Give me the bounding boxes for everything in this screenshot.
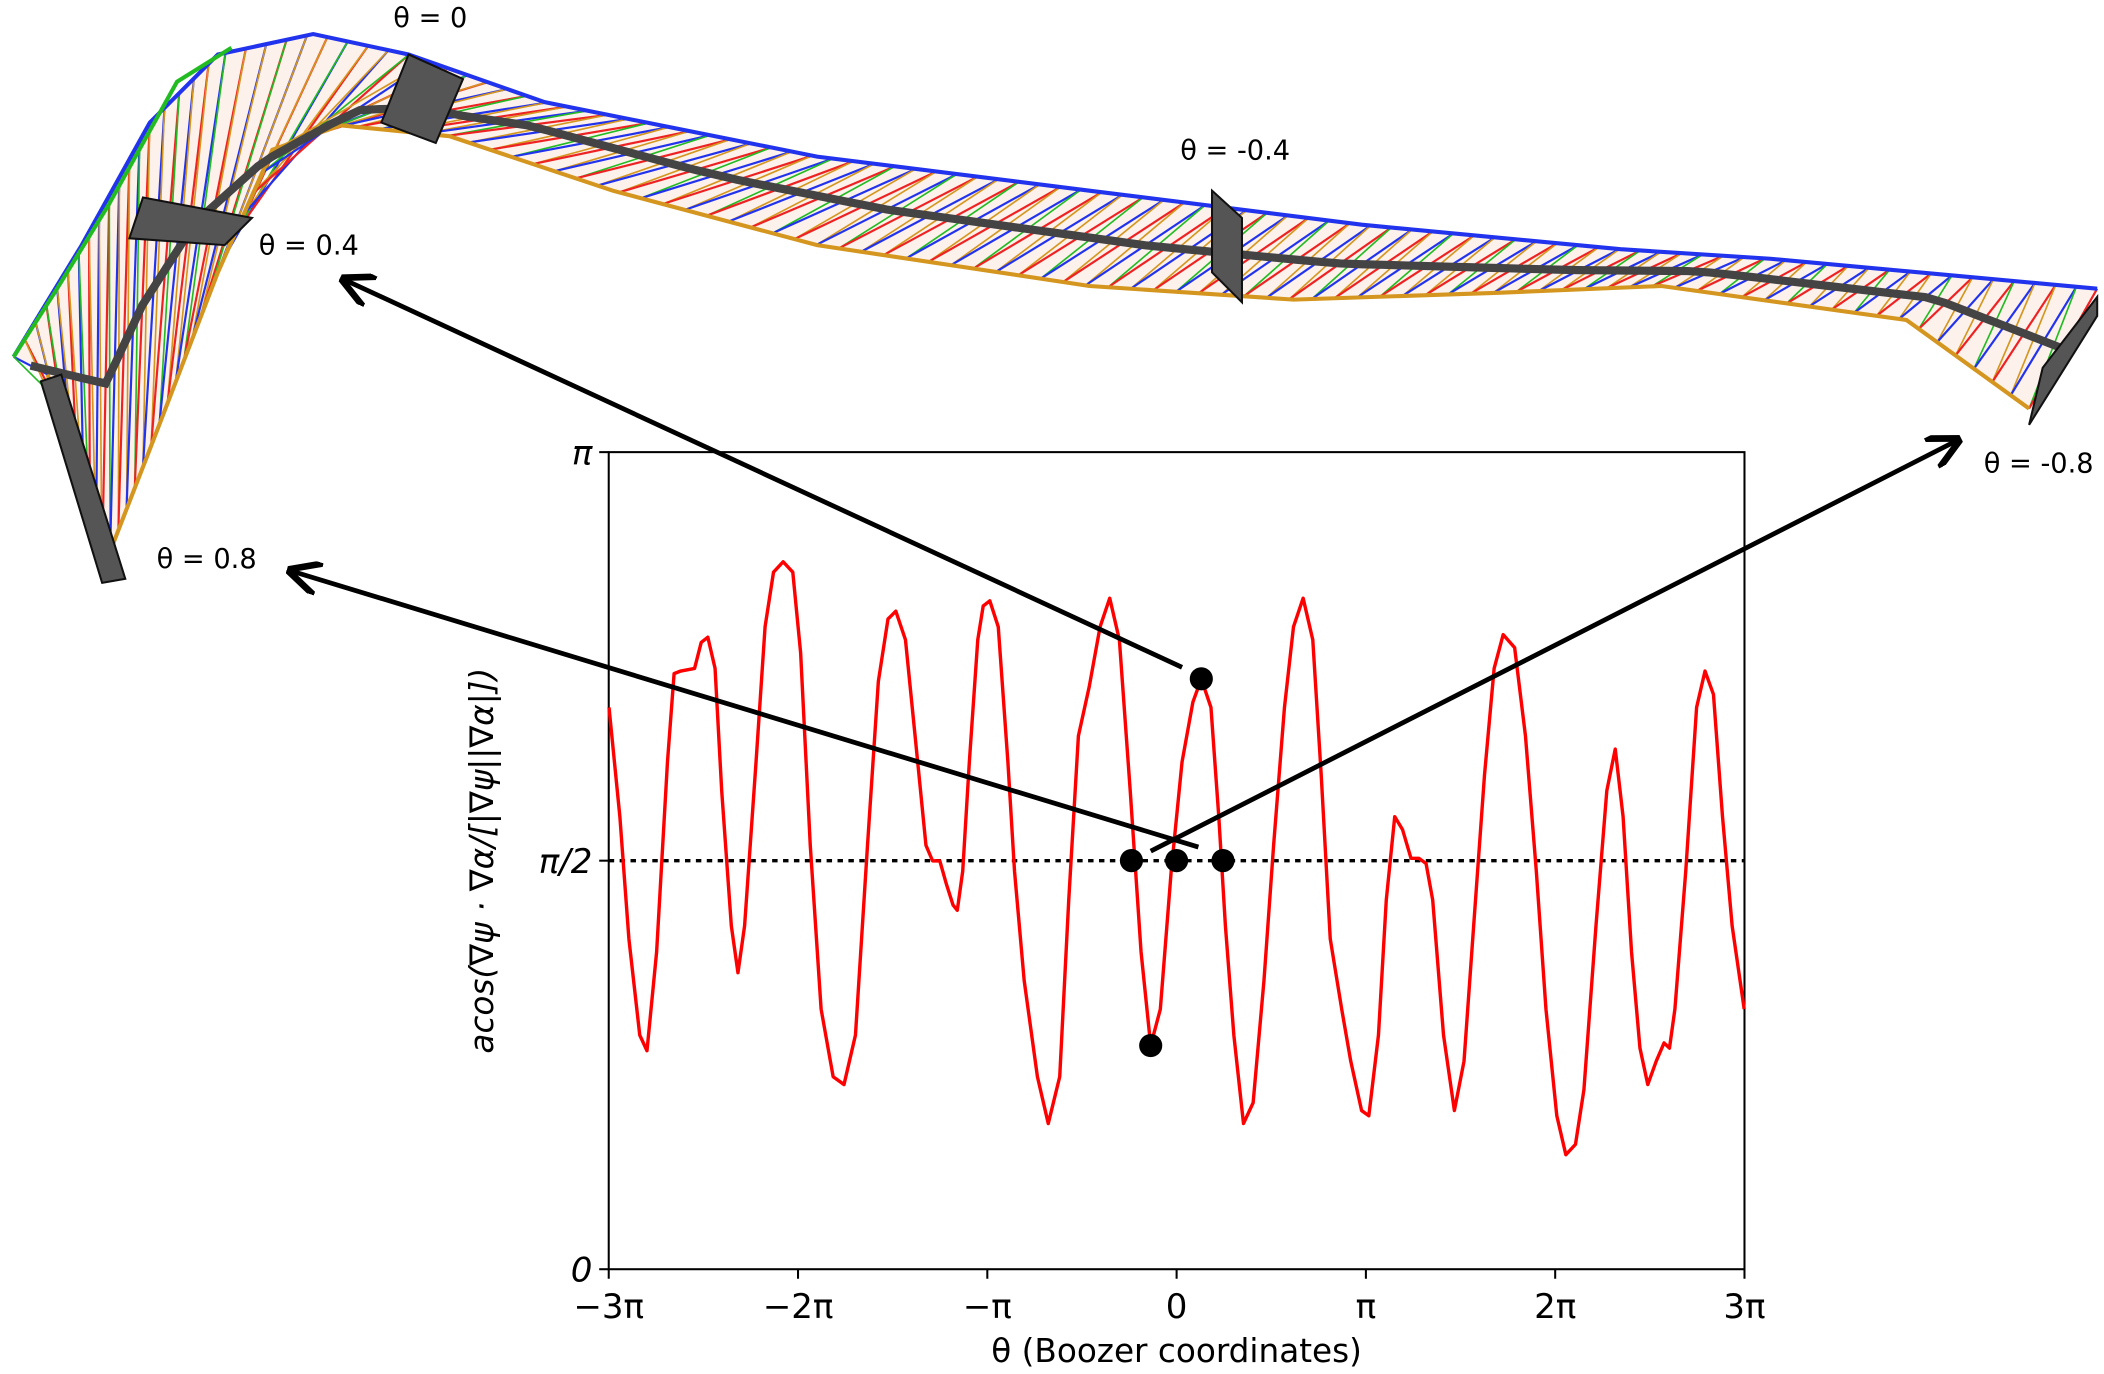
highlight-point (1189, 667, 1213, 691)
annotation: θ = -0.8 (1984, 449, 2094, 480)
x-tick-label: 2π (1534, 1287, 1576, 1327)
ribbon-surface (13, 35, 2098, 572)
y-axis-label: acos(∇ψ · ∇α/[|∇ψ||∇α|]) (463, 668, 501, 1054)
ribbon-edge-bottom (45, 123, 2031, 579)
arrow (290, 571, 1200, 850)
x-tick-label: −3π (573, 1287, 644, 1327)
x-tick-label: 0 (1166, 1287, 1188, 1327)
cross-section-plate (127, 196, 255, 247)
ribbon-diagonal (252, 49, 390, 194)
highlight-point (1139, 1033, 1163, 1058)
cross-section-plate (2028, 293, 2099, 426)
annotation: θ = 0.8 (157, 544, 257, 575)
cross-section-plate (39, 373, 127, 585)
annotation: θ = -0.4 (1180, 135, 1290, 166)
arrow (1149, 440, 1959, 854)
ribbon-illustration (11, 31, 2099, 585)
ribbon-diagonal (199, 43, 268, 319)
x-tick-label: π (1356, 1287, 1377, 1327)
cross-section-plate (1210, 188, 1243, 305)
ribbon-diagonal (191, 48, 247, 341)
annotation: θ = 0.4 (259, 231, 359, 262)
highlight-point (1165, 849, 1189, 873)
highlight-point (1211, 849, 1235, 873)
ribbon-edge-green (11, 45, 233, 358)
x-axis-label: θ (Boozer coordinates) (991, 1332, 1362, 1370)
ribbon-edge-top (11, 31, 2098, 358)
x-tick-label: −2π (763, 1287, 834, 1327)
ribbon-diagonal (243, 45, 369, 215)
annotation: θ = 0 (393, 3, 467, 34)
ribbon-diagonal (182, 52, 227, 362)
y-tick-label: π (572, 433, 593, 473)
arrows (290, 279, 1959, 854)
y-tick-label: π/2 (539, 842, 593, 882)
y-tick-label: 0 (571, 1250, 593, 1290)
x-tick-label: −π (963, 1287, 1012, 1327)
data-line (607, 560, 1746, 1157)
arrow (343, 279, 1184, 670)
x-tick-label: 3π (1723, 1287, 1765, 1327)
ribbon-diagonal (207, 39, 288, 298)
highlight-point (1119, 849, 1143, 873)
cross-section-plate (379, 53, 465, 145)
